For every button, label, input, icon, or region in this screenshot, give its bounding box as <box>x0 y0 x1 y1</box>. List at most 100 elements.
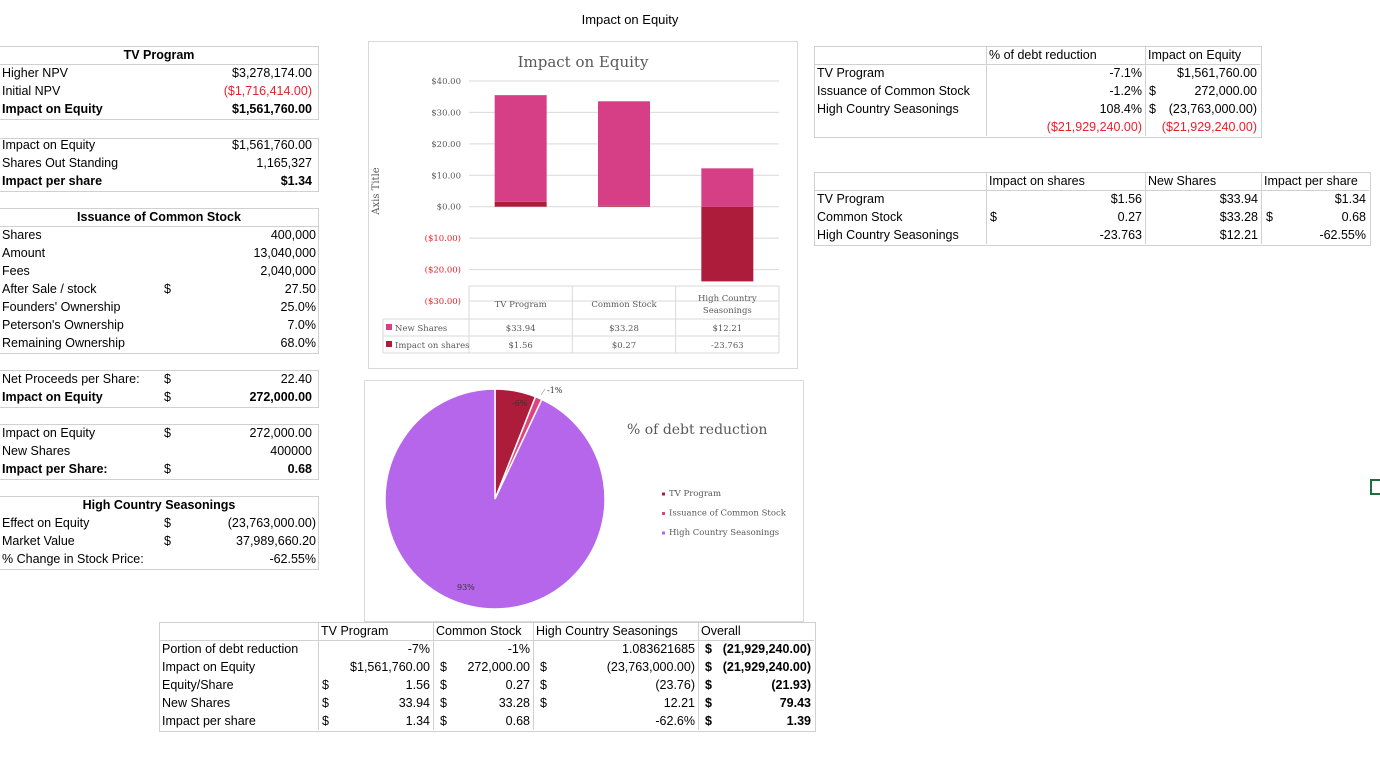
summary-row-label: Equity/Share <box>162 678 234 692</box>
bar-chart-panel[interactable]: Impact on Equity Axis Title $40.00 $30.00 $2… <box>368 41 798 369</box>
shares-row-label: High Country Seasonings <box>817 228 959 242</box>
issuance-row-currency: $ <box>164 282 171 296</box>
summary-cur: $ <box>440 696 447 710</box>
shares-row-label: Common Stock <box>817 210 903 224</box>
y-axis-title: Axis Title <box>371 167 382 215</box>
bar-new-shares <box>494 95 547 202</box>
shares-row-new: $33.94 <box>1219 192 1258 206</box>
issuance-row-label: Remaining Ownership <box>2 336 125 350</box>
summary-row-label: Portion of debt reduction <box>162 642 299 656</box>
chart-title: Impact on Equity <box>518 53 649 71</box>
shares-row-currency: $ <box>990 210 997 224</box>
x-category-label: TV Program <box>495 300 547 310</box>
issuance-row3-currency: $ <box>164 426 171 440</box>
summary-col-header: Common Stock <box>436 624 522 638</box>
pie-leader-line <box>540 388 546 396</box>
shares-row-label: TV Program <box>817 192 885 206</box>
issuance-row-value: 7.0% <box>287 318 317 332</box>
debt-row-impact: (23,763,000.00) <box>1168 102 1257 116</box>
debt-row-label: Issuance of Common Stock <box>817 84 970 98</box>
sheet-title: Impact on Equity <box>581 12 679 27</box>
pie-legend-label: Issuance of Common Stock <box>669 509 787 519</box>
summary-cur: $ <box>540 696 547 710</box>
hcs-row-value: (23,763,000.00) <box>227 516 316 530</box>
issuance-row-value: 27.50 <box>284 282 316 296</box>
issuance-row-value: 400,000 <box>270 228 316 242</box>
summary-cur: $ <box>705 696 712 710</box>
debt-col-header: Impact on Equity <box>1148 48 1242 62</box>
debt-row-label: TV Program <box>817 66 885 80</box>
y-tick-label: $10.00 <box>431 171 461 181</box>
bar-impact-on-shares <box>701 206 754 282</box>
summary-value: (23,763,000.00) <box>606 660 695 674</box>
pie-data-label: -6% <box>512 399 528 408</box>
hcs-row-label: Market Value <box>2 534 75 548</box>
tv-row2-value: 1,165,327 <box>256 156 312 170</box>
issuance-header: Issuance of Common Stock <box>77 210 241 224</box>
issuance-row-value: 2,040,000 <box>260 264 316 278</box>
tv-program-header: TV Program <box>123 48 195 62</box>
pie-slice <box>384 388 606 610</box>
summary-value: 272,000.00 <box>467 660 530 674</box>
summary-cur: $ <box>440 660 447 674</box>
tv-row-value: ($1,716,414.00) <box>223 84 312 98</box>
debt-reduction-pie-chart: -6% -1% 93% % of debt reduction TV Program Is… <box>384 386 787 610</box>
issuance-row2-label: Impact on Equity <box>2 390 103 404</box>
shares-row-new: $33.28 <box>1219 210 1258 224</box>
hcs-header: High Country Seasonings <box>82 498 236 512</box>
summary-cur: $ <box>322 696 329 710</box>
pie-legend-swatch <box>662 492 665 496</box>
issuance-row-label: Shares <box>2 228 42 242</box>
issuance-row2-currency: $ <box>164 372 171 386</box>
debt-row-label: High Country Seasonings <box>817 102 959 116</box>
summary-value: -7% <box>407 642 430 656</box>
issuance-row3-label: Impact on Equity <box>2 426 96 440</box>
pie-data-label: 93% <box>457 583 475 592</box>
shares-row-impact: 0.27 <box>1117 210 1142 224</box>
issuance-row-label: Peterson's Ownership <box>2 318 124 332</box>
x-category-label: High Country Seasonings <box>698 294 757 316</box>
y-tick-label: ($30.00) <box>425 296 461 307</box>
bar-new-shares <box>598 101 650 206</box>
impact-on-equity-bar-chart: Impact on Equity Axis Title $40.00 $30.00 $2… <box>371 53 780 354</box>
summary-cur: $ <box>705 660 712 674</box>
debt-col-header: % of debt reduction <box>989 48 1097 62</box>
summary-value: 1.56 <box>405 678 430 692</box>
active-cell-cursor[interactable] <box>1370 479 1380 495</box>
data-table-value: $1.56 <box>508 341 532 351</box>
hcs-row-currency: $ <box>164 534 171 548</box>
summary-value: 1.34 <box>405 714 430 728</box>
tv-row-label: Impact on Equity <box>2 102 103 116</box>
shares-row-new: $12.21 <box>1219 228 1258 242</box>
summary-overall-value: 79.43 <box>779 696 811 710</box>
summary-value: (23.76) <box>655 678 695 692</box>
pie-legend-label: TV Program <box>669 489 721 499</box>
issuance-row-label: Amount <box>2 246 46 260</box>
y-tick-label: $0.00 <box>437 203 461 213</box>
bar-new-shares <box>701 168 754 207</box>
summary-value: -62.6% <box>655 714 695 728</box>
legend-swatch <box>386 324 392 330</box>
debt-row-pct: -1.2% <box>1109 84 1142 98</box>
shares-row-impact: $1.56 <box>1110 192 1142 206</box>
summary-cur: $ <box>322 714 329 728</box>
tv-row-label: Initial NPV <box>2 84 61 98</box>
legend-label: New Shares <box>395 324 447 334</box>
shares-row-impact: -23.763 <box>1099 228 1142 242</box>
pie-chart-panel[interactable]: -6% -1% 93% % of debt reduction TV Program Is… <box>364 380 804 622</box>
issuance-row2-value: 22.40 <box>280 372 312 386</box>
shares-row-per: $1.34 <box>1334 192 1366 206</box>
summary-value: 33.94 <box>398 696 430 710</box>
tv-row2-label: Shares Out Standing <box>2 156 119 170</box>
summary-col-header: TV Program <box>321 624 389 638</box>
shares-col-header: Impact per share <box>1264 174 1358 188</box>
summary-cur: $ <box>322 678 329 692</box>
tv-row2-label: Impact per share <box>2 174 103 188</box>
issuance-row-label: Founders' Ownership <box>2 300 121 314</box>
legend-label: Impact on shares <box>395 341 469 351</box>
summary-value: -1% <box>507 642 530 656</box>
shares-col-header: New Shares <box>1148 174 1217 188</box>
debt-row-pct: -7.1% <box>1109 66 1142 80</box>
summary-col-header: High Country Seasonings <box>536 624 678 638</box>
summary-row-label: Impact per share <box>162 714 256 728</box>
